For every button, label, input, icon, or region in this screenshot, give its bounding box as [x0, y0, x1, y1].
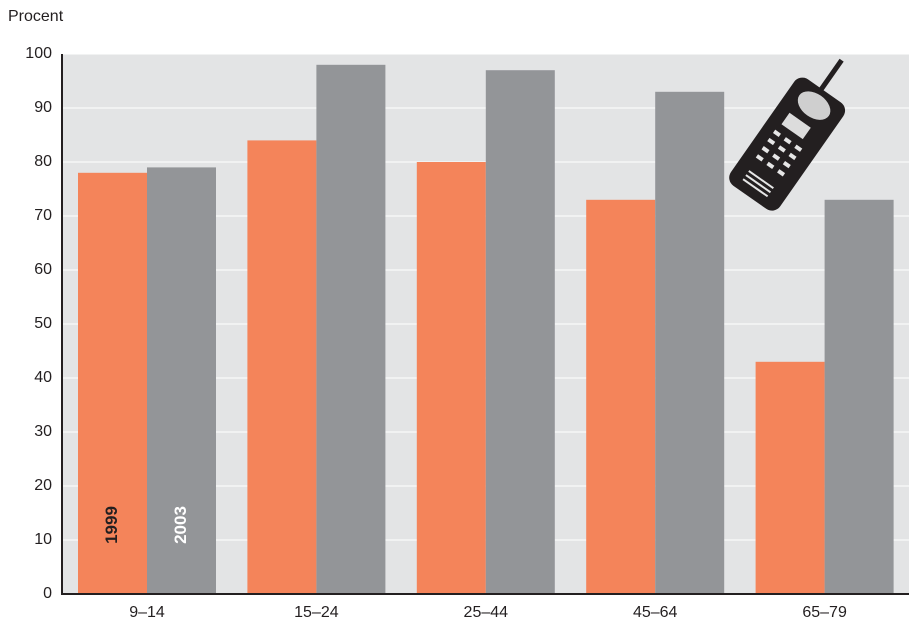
y-tick-label: 30: [34, 423, 52, 440]
y-axis-label: Procent: [8, 8, 64, 25]
bar: [416, 162, 486, 594]
x-tick-label: 9–14: [129, 604, 165, 621]
bar: [78, 172, 147, 595]
y-tick-label: 0: [43, 585, 52, 602]
y-tick-label: 40: [34, 369, 52, 386]
y-tick-label: 100: [25, 45, 52, 62]
bar: [824, 199, 894, 595]
bar: [655, 91, 725, 595]
phone-icon: [729, 58, 846, 211]
bar: [586, 199, 656, 595]
y-tick-label: 10: [34, 531, 52, 548]
x-tick-label: 45–64: [633, 604, 678, 621]
x-tick-label: 65–79: [802, 604, 847, 621]
series-label: 1999: [102, 506, 121, 544]
x-tick-label: 15–24: [294, 604, 339, 621]
y-tick-label: 80: [34, 153, 52, 170]
bar: [247, 140, 317, 594]
series-label: 2003: [171, 506, 190, 544]
bar: [147, 167, 216, 594]
y-tick-label: 90: [34, 99, 52, 116]
bar: [755, 361, 825, 594]
y-tick-label: 70: [34, 207, 52, 224]
bar: [485, 70, 555, 594]
bar: [316, 64, 386, 595]
y-tick-label: 20: [34, 477, 52, 494]
y-tick-label: 50: [34, 315, 52, 332]
y-tick-label: 60: [34, 261, 52, 278]
x-tick-label: 25–44: [464, 604, 509, 621]
